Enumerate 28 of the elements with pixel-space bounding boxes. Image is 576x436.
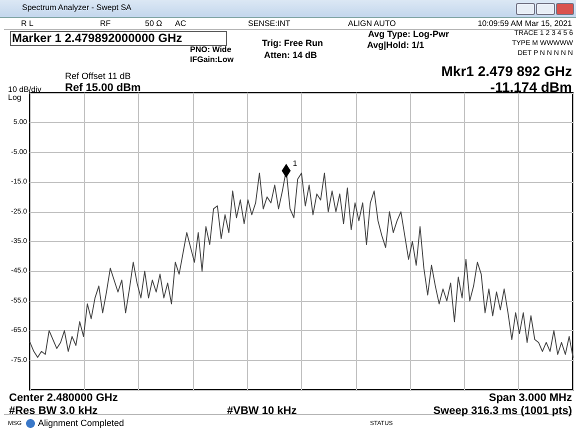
text: 10:09:59 AM Mar 15, 2021 (478, 19, 572, 29)
text: 50 Ω (145, 19, 162, 29)
text: Center 2.480000 GHz (9, 392, 118, 404)
text: Avg|Hold: 1/1 (367, 40, 424, 51)
text: RF (100, 19, 111, 29)
text: Span 3.000 MHz (488, 392, 572, 404)
text: Atten: 14 dB (264, 50, 318, 61)
annotation: 1 (292, 159, 298, 168)
annotation: 10 dB/div (8, 85, 42, 94)
annotation: -11.174 dBm (490, 79, 572, 96)
text: Log (8, 93, 22, 103)
text: Trig: Free Run (262, 38, 324, 49)
text: Ref Offset 11 dB (65, 71, 131, 82)
text: IFGain:Low (190, 55, 234, 65)
text: Sweep 316.3 ms (1001 pts) (433, 405, 572, 418)
text: AC (175, 19, 186, 29)
chart-title: Spectrum Analyzer - Swept SA (22, 3, 132, 12)
text: ALIGN AUTO (348, 19, 396, 29)
text: R L (21, 19, 34, 29)
text: PNO: Wide (190, 45, 232, 55)
text: #Res BW 3.0 kHz (9, 405, 98, 418)
text: SENSE:INT (248, 19, 290, 29)
text: #VBW 10 kHz (227, 405, 297, 418)
text: Marker 1 2.479892000000 GHz (10, 31, 228, 46)
annotation: Ref 15.00 dBm (65, 82, 141, 94)
text: Mkr1 2.479 892 GHz (441, 63, 572, 80)
text: Avg Type: Log-Pwr (368, 29, 449, 40)
text: Alignment Completed (38, 418, 124, 429)
